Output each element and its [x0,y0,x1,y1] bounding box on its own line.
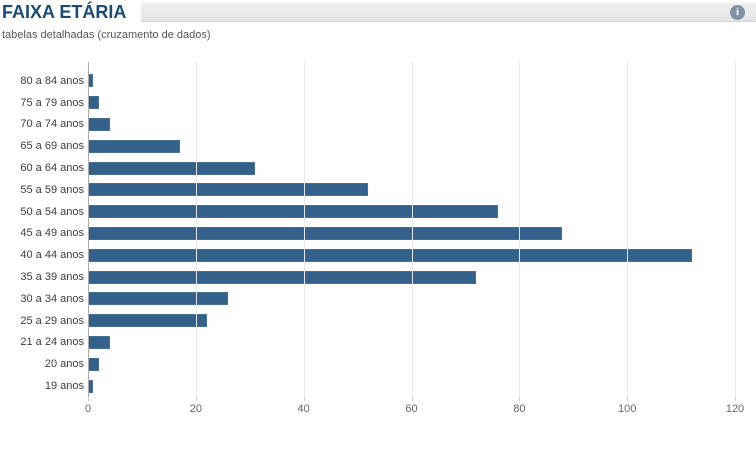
y-axis-label: 30 a 34 anos [20,292,84,305]
x-axis-tick-label: 80 [513,403,526,415]
chart-row [88,375,735,397]
bar[interactable] [88,314,207,328]
y-axis-label: 40 a 44 anos [20,249,84,262]
chart-row [88,332,735,354]
info-icon[interactable]: i [730,5,745,20]
y-axis-label: 21 a 24 anos [20,336,84,349]
bar[interactable] [88,139,180,153]
gridline [519,62,521,397]
plot-area [88,62,736,401]
header-bar: i [141,3,756,22]
y-axis-line [88,62,89,397]
x-axis-tick-label: 0 [84,403,92,415]
bar[interactable] [88,292,229,306]
y-axis-label: 70 a 74 anos [20,118,84,131]
y-axis-label: 55 a 59 anos [20,183,84,196]
chart-row [88,353,735,375]
y-axis-label: 25 a 29 anos [20,314,84,327]
gridline [735,62,736,397]
bar[interactable] [88,117,110,131]
bar-chart: 80 a 84 anos 75 a 79 anos 70 a 74 anos 65 a… [0,62,756,430]
bar[interactable] [88,226,563,240]
chart-row [88,201,735,223]
axis-tick [195,397,197,401]
x-axis-tick-label: 100 [617,403,637,415]
x-axis-tick-label: 20 [189,403,202,415]
chart-row [88,244,735,266]
y-axis-label: 60 a 64 anos [20,162,84,175]
y-axis-label: 65 a 69 anos [20,140,84,153]
bar[interactable] [88,379,94,393]
chart-row [88,310,735,332]
widget-header: i FAIXA ETÁRIA [0,2,756,24]
bar[interactable] [88,205,498,219]
bar[interactable] [88,183,369,197]
gridline [627,62,629,397]
y-axis-label: 35 a 39 anos [20,271,84,284]
chart-subtitle: tabelas detalhadas (cruzamento de dados) [2,29,211,41]
axis-tick [303,397,305,401]
axis-tick [519,397,521,401]
axis-tick [88,397,89,401]
bar-rows [88,70,735,397]
gridline [411,62,413,397]
chart-row [88,223,735,245]
x-axis-tick-label: 40 [297,403,310,415]
y-axis-label: 50 a 54 anos [20,205,84,218]
gridline [303,62,305,397]
axis-tick [627,397,629,401]
x-axis: 0 20 40 60 80 100 120 [84,403,744,419]
bar[interactable] [88,96,99,110]
y-axis-label: 75 a 79 anos [20,96,84,109]
y-axis-labels: 80 a 84 anos 75 a 79 anos 70 a 74 anos 65 a… [0,70,84,397]
axis-tick [735,397,736,401]
x-axis-tick-label: 60 [405,403,418,415]
y-axis-label: 80 a 84 anos [20,74,84,87]
chart-row [88,288,735,310]
chart-row [88,92,735,114]
chart-row [88,135,735,157]
chart-row [88,179,735,201]
chart-row [88,157,735,179]
chart-row [88,114,735,136]
x-axis-tick-label: 120 [725,403,745,415]
bar[interactable] [88,74,94,88]
chart-row [88,70,735,92]
chart-row [88,266,735,288]
bar[interactable] [88,357,99,371]
y-axis-label: 20 anos [44,358,84,371]
bar[interactable] [88,248,692,262]
bar[interactable] [88,335,110,349]
gridline [195,62,197,397]
axis-tick [411,397,413,401]
y-axis-label: 45 a 49 anos [20,227,84,240]
bar[interactable] [88,270,477,284]
bar[interactable] [88,161,256,175]
page-title: FAIXA ETÁRIA [2,2,127,22]
y-axis-label: 19 anos [44,380,84,393]
